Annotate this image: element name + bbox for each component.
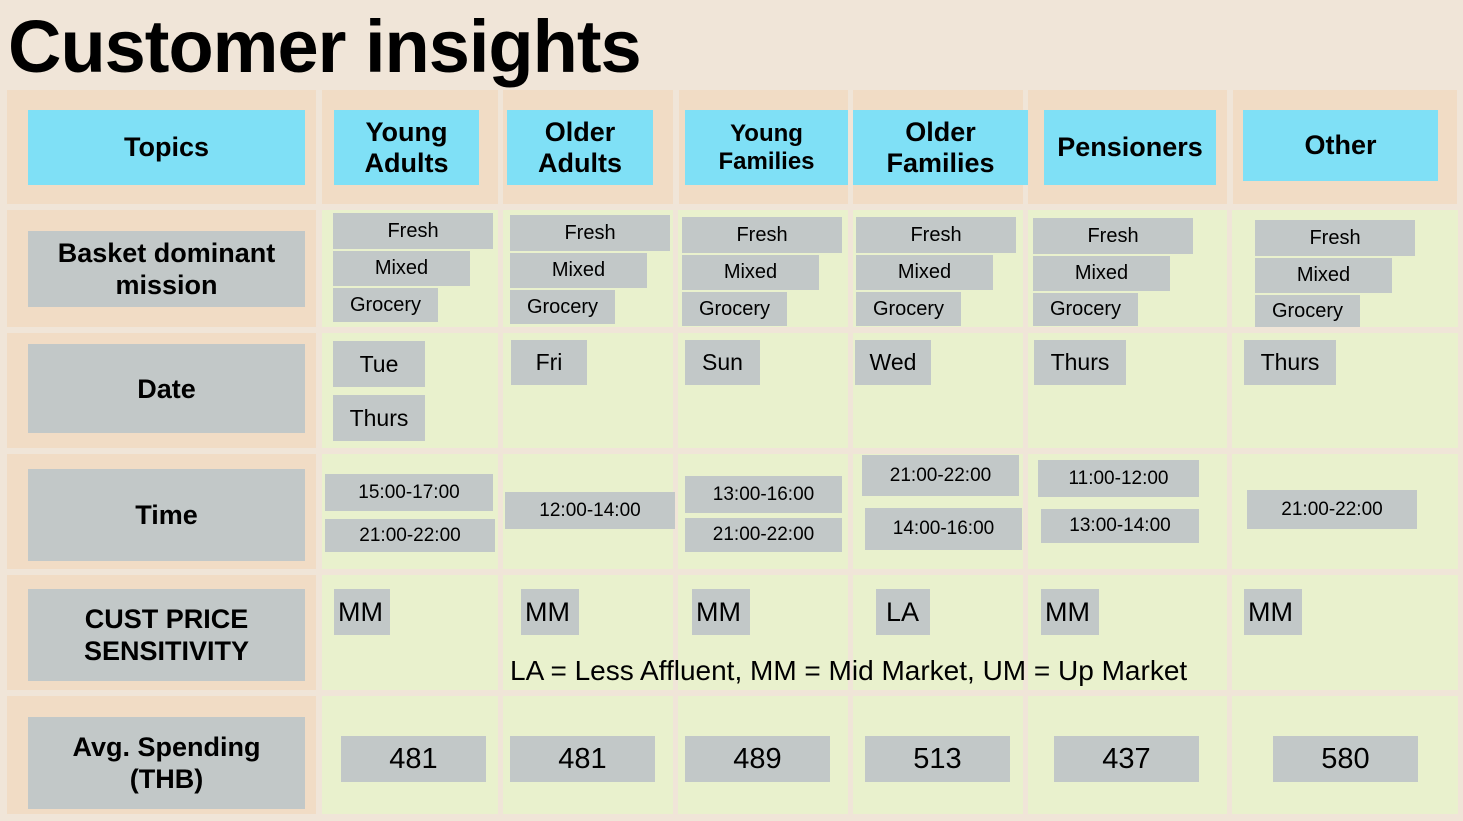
spending-value: 580 (1273, 736, 1418, 782)
spending-value: 481 (510, 736, 655, 782)
mission-mixed: Mixed (1033, 256, 1170, 291)
row-label-line: Avg. Spending (72, 732, 261, 762)
sensitivity-tag: MM (692, 589, 750, 635)
sensitivity-tag: MM (334, 589, 390, 635)
sensitivity-tag: MM (1244, 589, 1302, 635)
spending-value: 481 (341, 736, 486, 782)
header-line: Adults (364, 147, 449, 178)
column-divider (1227, 210, 1232, 814)
row-label-sensitivity: CUST PRICE SENSITIVITY (28, 589, 305, 681)
time-tag: 14:00-16:00 (865, 508, 1022, 550)
mission-mixed: Mixed (682, 255, 819, 290)
header-topics: Topics (28, 110, 305, 185)
header-young-families: Young Families (685, 110, 848, 185)
time-tag: 12:00-14:00 (505, 492, 675, 529)
row-label-line: CUST PRICE (84, 604, 249, 634)
header-pensioners: Pensioners (1044, 110, 1216, 185)
time-tag: 13:00-14:00 (1041, 509, 1199, 543)
spending-value: 489 (685, 736, 830, 782)
mission-grocery: Grocery (510, 290, 615, 324)
mission-grocery: Grocery (856, 292, 961, 326)
row-label-basket: Basket dominant mission (28, 231, 305, 307)
header-young-adults: Young Adults (334, 110, 479, 185)
sensitivity-legend: LA = Less Affluent, MM = Mid Market, UM … (510, 655, 1188, 686)
header-line: Young (365, 116, 448, 147)
row-label-date: Date (28, 344, 305, 433)
time-tag: 11:00-12:00 (1038, 460, 1199, 497)
mission-mixed: Mixed (510, 253, 647, 288)
date-tag: Tue (333, 341, 425, 387)
sensitivity-tag: MM (1041, 589, 1099, 635)
mission-grocery: Grocery (1255, 295, 1360, 327)
spending-value: 437 (1054, 736, 1199, 782)
spending-value: 513 (865, 736, 1010, 782)
mission-fresh: Fresh (1033, 218, 1193, 254)
row-label-line: SENSITIVITY (83, 636, 250, 666)
column-divider (848, 210, 853, 814)
time-tag: 21:00-22:00 (685, 518, 842, 552)
column-divider (1023, 210, 1028, 814)
header-line: Families (886, 147, 995, 178)
mission-grocery: Grocery (682, 292, 787, 326)
header-older-adults: Older Adults (507, 110, 653, 185)
mission-mixed: Mixed (333, 251, 470, 286)
header-older-families: Older Families (853, 110, 1028, 185)
date-tag: Fri (511, 340, 587, 385)
time-tag: 21:00-22:00 (1247, 490, 1417, 529)
mission-mixed: Mixed (856, 255, 993, 290)
header-line: Older (905, 116, 976, 147)
time-tag: 21:00-22:00 (325, 519, 495, 552)
mission-fresh: Fresh (333, 213, 493, 249)
mission-mixed: Mixed (1255, 258, 1392, 293)
row-label-line: (THB) (129, 764, 204, 794)
row-label-line: Basket dominant (57, 238, 276, 268)
header-other: Other (1243, 110, 1438, 181)
column-divider (498, 210, 503, 814)
date-tag: Thurs (1034, 340, 1126, 385)
header-line: Older (544, 116, 616, 147)
mission-fresh: Fresh (510, 215, 670, 251)
mission-grocery: Grocery (1033, 293, 1138, 326)
header-line: Families (718, 147, 815, 175)
date-tag: Thurs (333, 395, 425, 441)
sensitivity-tag: MM (521, 589, 579, 635)
mission-fresh: Fresh (682, 217, 842, 253)
row-label-spending: Avg. Spending (THB) (28, 717, 305, 809)
time-tag: 21:00-22:00 (862, 455, 1019, 496)
page-title: Customer insights (8, 5, 642, 88)
row-label-time: Time (28, 469, 305, 561)
mission-fresh: Fresh (1255, 220, 1415, 256)
time-tag: 13:00-16:00 (685, 476, 842, 513)
row-label-line: mission (115, 270, 218, 300)
time-tag: 15:00-17:00 (325, 474, 493, 511)
date-tag: Thurs (1244, 340, 1336, 385)
sensitivity-tag: LA (876, 589, 930, 635)
header-line: Young (730, 119, 803, 147)
column-divider (673, 210, 678, 814)
date-tag: Sun (685, 340, 760, 385)
mission-grocery: Grocery (333, 288, 438, 322)
date-tag: Wed (855, 340, 931, 385)
mission-fresh: Fresh (856, 217, 1016, 253)
header-line: Adults (538, 147, 622, 178)
